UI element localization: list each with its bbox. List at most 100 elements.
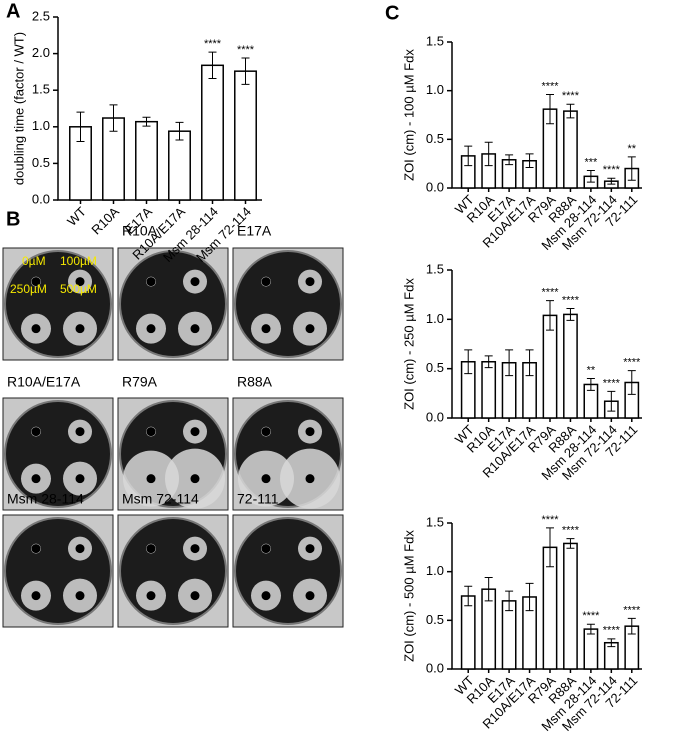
- error-bar: [586, 378, 595, 391]
- well: [261, 591, 271, 601]
- well: [190, 544, 200, 554]
- well: [261, 324, 271, 334]
- significance: ****: [204, 38, 222, 50]
- significance: ****: [541, 80, 559, 92]
- bar: [583, 628, 599, 670]
- significance: ****: [541, 514, 559, 526]
- plate-dish: [234, 517, 342, 625]
- concentration-label: 250µM: [10, 282, 47, 296]
- significance: ****: [562, 294, 580, 306]
- significance: ****: [603, 377, 621, 389]
- well: [305, 277, 315, 287]
- y-tick-label: 0.0: [32, 191, 50, 206]
- error-bar: [505, 590, 514, 612]
- error-bar: [566, 307, 575, 321]
- significance: ****: [603, 625, 621, 637]
- significance: ****: [541, 286, 559, 298]
- well: [190, 277, 200, 287]
- error-bar: [464, 585, 473, 607]
- plate-label: R88A: [237, 374, 273, 390]
- y-tick-label: 1.0: [426, 82, 444, 97]
- error-bar: [484, 141, 493, 167]
- plate-dish: [234, 250, 342, 358]
- well: [146, 277, 156, 287]
- well: [305, 474, 315, 484]
- error-bar: [525, 153, 534, 169]
- y-axis-label: ZOI (cm) - 250 µM Fdx: [401, 278, 416, 410]
- y-tick-label: 0.0: [426, 660, 444, 675]
- error-bar: [546, 300, 554, 331]
- well: [261, 427, 271, 437]
- y-tick-label: 0.0: [426, 409, 444, 424]
- error-bar: [607, 638, 616, 648]
- well: [31, 324, 41, 334]
- well: [190, 324, 200, 334]
- well: [75, 427, 85, 437]
- well: [146, 474, 156, 484]
- y-tick-label: 1.5: [426, 261, 444, 276]
- significance: ****: [603, 164, 621, 176]
- well: [31, 544, 41, 554]
- significance: ****: [562, 90, 580, 102]
- error-bar: [546, 527, 554, 568]
- error-bar: [627, 370, 636, 395]
- bar: [234, 70, 257, 201]
- concentration-label: 100µM: [60, 254, 97, 268]
- significance: ****: [623, 604, 641, 616]
- error-bar: [627, 617, 636, 635]
- error-bar: [607, 177, 616, 185]
- y-axis-label: ZOI (cm) - 500 µM Fdx: [401, 530, 416, 662]
- concentration-label: 0µM: [22, 254, 46, 268]
- error-bar: [505, 154, 514, 166]
- significance: ****: [562, 524, 580, 536]
- error-bar: [241, 57, 250, 85]
- bar: [481, 361, 497, 419]
- error-bar: [607, 390, 616, 412]
- error-bar: [484, 577, 493, 602]
- well: [305, 544, 315, 554]
- y-tick-label: 1.5: [426, 33, 444, 48]
- well: [31, 277, 41, 287]
- significance: ****: [582, 610, 600, 622]
- well: [146, 324, 156, 334]
- error-bar: [142, 116, 151, 127]
- error-bar: [525, 582, 534, 612]
- significance: **: [627, 143, 636, 155]
- bar: [563, 313, 578, 419]
- error-bar: [464, 349, 473, 375]
- error-bar: [175, 121, 184, 141]
- plate-dish: [4, 517, 112, 625]
- well: [305, 591, 315, 601]
- y-tick-label: 1.5: [426, 514, 444, 529]
- error-bar: [525, 349, 534, 377]
- error-bar: [586, 169, 595, 183]
- well: [146, 427, 156, 437]
- bar: [542, 314, 558, 419]
- error-bar: [586, 623, 595, 635]
- plate-label: R10A/E17A: [7, 374, 81, 390]
- well: [190, 427, 200, 437]
- significance: ****: [623, 357, 641, 369]
- panel-label: B: [6, 208, 20, 230]
- plate-label: R79A: [122, 374, 158, 390]
- well: [261, 474, 271, 484]
- y-tick-label: 0.5: [426, 612, 444, 627]
- plate-label: E17A: [237, 223, 272, 239]
- significance: ****: [237, 44, 255, 56]
- well: [146, 544, 156, 554]
- plate-label: Msm 28-114: [7, 491, 84, 507]
- y-tick-label: 1.0: [426, 311, 444, 326]
- well: [75, 474, 85, 484]
- error-bar: [109, 104, 118, 132]
- well: [305, 324, 315, 334]
- error-bar: [566, 538, 575, 549]
- x-tick-label: R10A: [88, 204, 122, 238]
- x-tick-label: WT: [64, 204, 89, 229]
- y-tick-label: 0.5: [32, 155, 50, 170]
- y-axis-label: ZOI (cm) - 100 µM Fdx: [401, 49, 416, 181]
- panel-label: C: [385, 2, 399, 24]
- significance: **: [587, 364, 596, 376]
- bar: [168, 130, 191, 201]
- significance: ***: [584, 156, 598, 168]
